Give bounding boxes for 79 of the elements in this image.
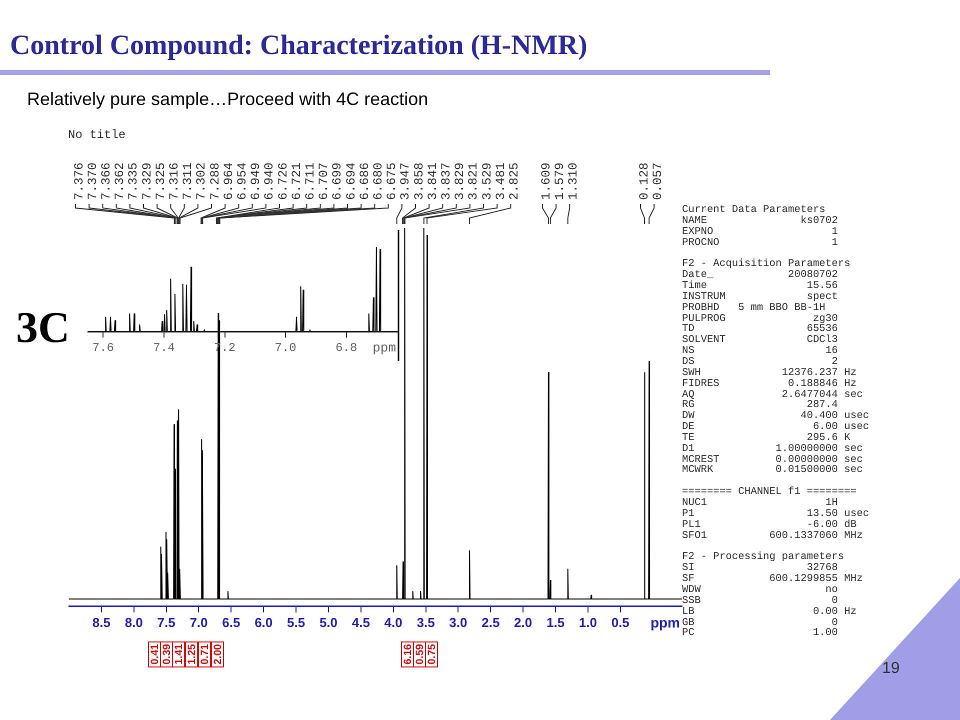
- chart-subtitle: Relatively pure sample…Proceed with 4C reaction: [27, 89, 428, 110]
- annotation: 7.335: [126, 162, 141, 200]
- text: 0.71: [198, 641, 211, 668]
- annotation: 7.302: [194, 162, 209, 200]
- text: 0.59: [413, 641, 426, 668]
- annotation: Current Data Parameters NAME ks0702 EXPNO 1 PROCNO 1: [682, 204, 839, 249]
- x-tick-label: 7.4: [153, 340, 175, 355]
- chart-title: Control Compound: Characterization (H-NMR): [10, 30, 588, 62]
- x-tick-label: 7.6: [92, 340, 114, 355]
- text: 1.25: [185, 641, 198, 668]
- text: 6.16: [401, 641, 414, 668]
- text: 19: [882, 660, 900, 678]
- text: 1.41: [172, 641, 185, 668]
- x-tick-label: 6.5: [222, 614, 240, 630]
- annotation: 0.128: [637, 162, 652, 200]
- x-tick-label: 0.5: [611, 614, 630, 630]
- annotation: 2.825: [508, 162, 522, 200]
- x-tick-label: 7.0: [190, 614, 208, 630]
- annotation: 7.316: [168, 162, 182, 200]
- annotation: 3.947: [398, 162, 413, 200]
- annotation: 3.829: [453, 162, 468, 200]
- x-tick-label: 4.0: [384, 614, 402, 630]
- x-tick-label: 3.5: [416, 614, 435, 630]
- annotation: 3C: [16, 302, 70, 353]
- annotation: 1.609: [539, 162, 554, 200]
- text: 2.00: [211, 641, 224, 668]
- x-axis-title: ppm: [372, 340, 396, 356]
- x-tick-label: 2.5: [482, 614, 500, 630]
- annotation: 7.376: [72, 162, 86, 200]
- x-tick-label: 1.5: [546, 614, 565, 630]
- annotation: 6.949: [249, 162, 264, 200]
- annotation: 6.954: [236, 162, 250, 200]
- annotation: ======== CHANNEL f1 ======== NUC1 1H P1 13.50 usec PL1 -6.00 dB SFO1 600.1337060 MHz: [682, 486, 870, 542]
- x-tick-label: 8.0: [124, 614, 143, 630]
- annotation: 6.711: [304, 162, 318, 200]
- annotation: 6.707: [317, 162, 332, 200]
- annotation: 7.370: [86, 162, 100, 200]
- annotation: 6.686: [358, 162, 372, 200]
- text: F2 - Acquisition Parameters Date_ 20080702 Time 15.56 INSTRUM spect PROBHD 5 mm BBO BB-1H PULPROG zg30 TD 65536 SOLVENT CDCl3 NS 16 DS 2 SWH 12376.237 Hz FIDRES 0.188846 Hz AQ 2.6477044 sec RG 287.4 DW 40.400 usec DE 6.00 usec TE 295.6 K D1 1.00000000 sec MCREST 0.00000000 sec MCWRK 0.01500000 sec: [682, 258, 870, 476]
- x-tick-label: 6.8: [336, 340, 358, 355]
- text: 0.39: [160, 641, 173, 668]
- x-tick-label: 3.0: [449, 614, 468, 630]
- annotation: 3.858: [412, 162, 426, 200]
- x-tick-label: 4.5: [352, 614, 370, 630]
- x-tick-label: 7.0: [274, 340, 296, 355]
- annotation: 6.675: [385, 162, 400, 200]
- annotation: 7.329: [140, 162, 154, 200]
- annotation: F2 - Processing parameters SI 32768 SF 600.1299855 MHz WDW no SSB 0 LB 0.00 Hz GB 0 PC 1.00: [682, 551, 864, 640]
- annotation: 6.680: [372, 162, 386, 200]
- annotation: 7.311: [181, 162, 196, 200]
- text: 0.75: [425, 641, 438, 668]
- annotation: 3.529: [480, 162, 494, 200]
- annotation: 6.726: [276, 162, 290, 200]
- annotation: 0.057: [650, 162, 665, 200]
- annotation: 7.288: [208, 162, 222, 200]
- annotation: 1.579: [552, 162, 567, 200]
- x-tick-label: 6.0: [254, 614, 273, 630]
- annotation: 7.366: [100, 162, 114, 200]
- annotation: 6.721: [290, 162, 304, 200]
- annotation: 7.362: [113, 162, 128, 200]
- annotation: 6.694: [344, 162, 358, 200]
- annotation: 6.699: [330, 162, 345, 200]
- text: 0.41: [148, 641, 161, 668]
- annotation: 3.821: [466, 162, 481, 200]
- x-tick-label: 1.0: [578, 614, 597, 630]
- annotation: 7.325: [154, 162, 168, 200]
- x-tick-label: 8.5: [92, 614, 110, 630]
- annotation: 3.481: [494, 162, 508, 200]
- x-tick-label: 5.5: [287, 614, 306, 630]
- annotation: 6.940: [262, 162, 277, 200]
- x-tick-label: 5.0: [319, 614, 338, 630]
- x-axis-title: ppm: [650, 614, 680, 630]
- text: No title: [68, 128, 126, 142]
- x-tick-label: 7.5: [157, 614, 176, 630]
- annotation: 6.964: [222, 162, 236, 200]
- x-tick-label: 2.0: [514, 614, 532, 630]
- annotation: 3.837: [440, 162, 454, 200]
- annotation: 1.310: [566, 162, 580, 200]
- annotation: 3.841: [426, 162, 440, 200]
